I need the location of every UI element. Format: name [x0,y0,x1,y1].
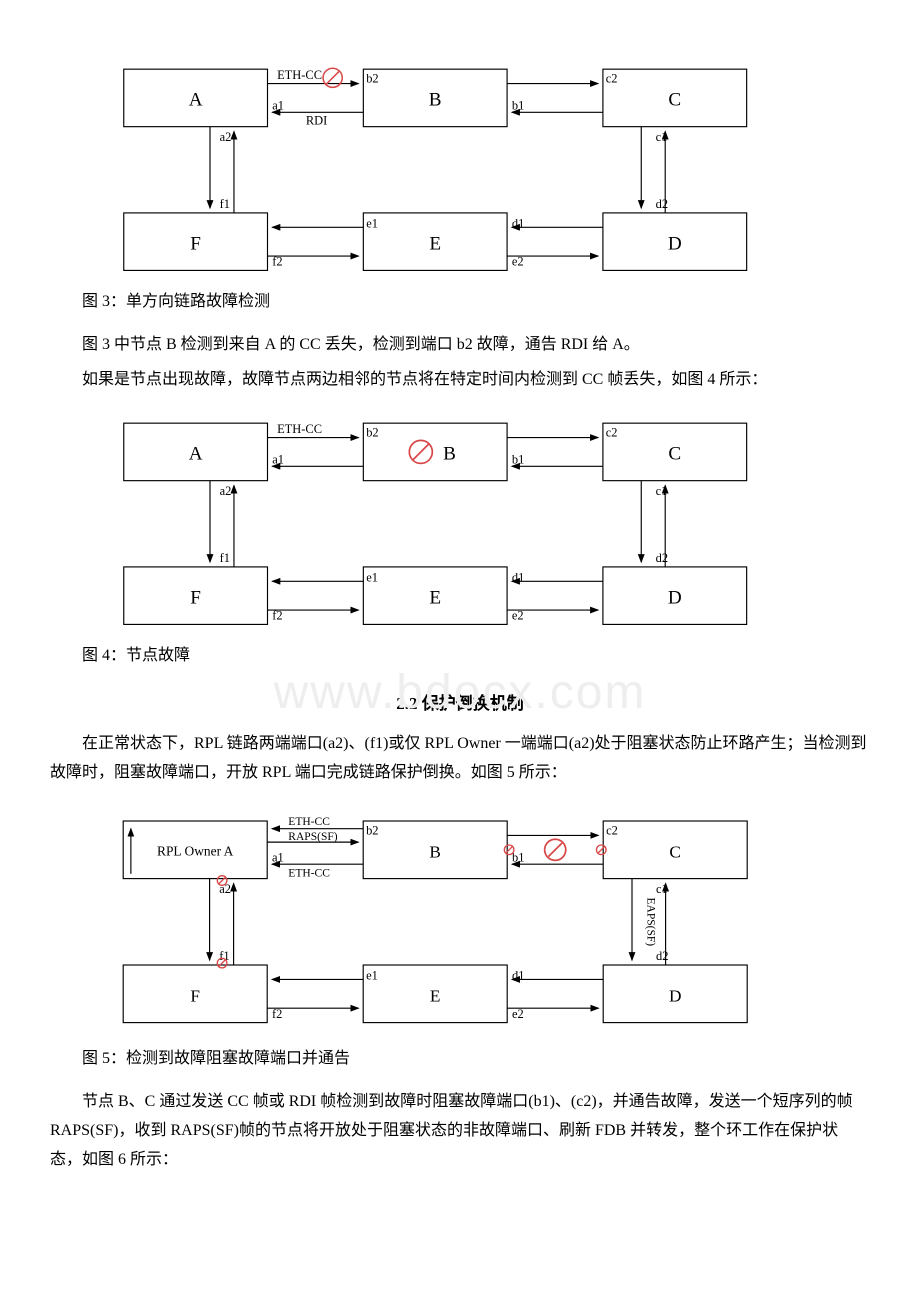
node-C-label: C [668,444,681,465]
port-e2: e2 [512,255,524,269]
node-D-label: D [669,987,681,1006]
figure-3-diagram: A B C F E D a1 a2 b1 b2 c1 c2 d1 d2 e1 e… [100,50,780,280]
svg-text:b2: b2 [366,426,378,440]
port-c2: c2 [606,72,618,86]
figure-5-caption: 图 5：检测到故障阻塞故障端口并通告 [50,1045,870,1074]
port-d1: d1 [512,216,524,230]
node-A-label: A [189,90,203,111]
svg-text:c2: c2 [606,824,618,838]
node-D-label: D [668,588,682,609]
body-text: 图 3 中节点 B 检测到来自 A 的 CC 丢失，检测到端口 b2 故障，通告… [50,331,870,360]
svg-text:e2: e2 [512,1007,524,1021]
node-E-label: E [429,588,441,609]
svg-text:c2: c2 [606,426,618,440]
svg-text:b1: b1 [512,453,524,467]
node-D-label: D [668,233,682,254]
figure-3-caption: 图 3：单方向链路故障检测 [50,288,870,317]
figure-4-diagram: A B C F E D a1 a2 b1 b2 c1 c2 d1 d2 e1 e… [100,404,780,634]
figure-4-caption: 图 4：节点故障 [50,642,870,671]
svg-text:a2: a2 [220,484,232,498]
ethcc-label2: ETH-CC [288,868,330,880]
node-A-label: A [189,444,203,465]
svg-text:d1: d1 [512,969,524,983]
port-e1: e1 [366,216,378,230]
document-page: www.bdocx.com A B C F E D a1 a2 b1 b2 c1… [50,50,870,1175]
svg-text:e2: e2 [512,609,524,623]
raps-label: RAPS(SF) [288,832,337,844]
port-b2: b2 [366,72,378,86]
svg-text:d2: d2 [656,950,668,964]
body-text: 如果是节点出现故障，故障节点两边相邻的节点将在特定时间内检测到 CC 帧丢失，如… [50,366,870,395]
ethcc-label: ETH-CC [277,422,322,436]
svg-text:f2: f2 [272,1007,282,1021]
node-B-label: B [429,843,441,862]
rdi-label: RDI [306,114,327,128]
svg-text:a1: a1 [272,453,284,467]
ethcc-label: ETH-CC [288,816,330,828]
svg-text:b2: b2 [366,824,378,838]
body-text: 在正常状态下，RPL 链路两端端口(a2)、(f1)或仅 RPL Owner 一… [50,730,870,788]
port-b1: b1 [512,98,524,112]
svg-text:f1: f1 [220,552,230,566]
node-E-label: E [429,233,441,254]
node-A-label: RPL Owner A [157,844,234,859]
node-B-label: B [443,444,456,465]
svg-text:e1: e1 [366,969,378,983]
port-a2: a2 [220,130,232,144]
svg-text:d1: d1 [512,571,524,585]
port-f1: f1 [220,197,230,211]
node-F-label: F [190,588,201,609]
node-F-label: F [190,987,200,1006]
port-a1: a1 [272,98,284,112]
svg-text:e1: e1 [366,571,378,585]
node-C-label: C [668,90,681,111]
body-text: 节点 B、C 通过发送 CC 帧或 RDI 帧检测到故障时阻塞故障端口(b1)、… [50,1088,870,1174]
svg-text:d2: d2 [656,552,668,566]
node-E-label: E [430,987,441,1006]
eaps-label: EAPS(SF) [644,898,656,947]
ethcc-label: ETH-CC [277,68,322,82]
figure-5-diagram: RPL Owner A B C F E D a1 a2 b1 b2 c1 c2 … [100,797,780,1037]
node-B-label: B [429,90,442,111]
svg-text:f2: f2 [272,609,282,623]
node-F-label: F [190,233,201,254]
port-d2: d2 [656,197,668,211]
node-C-label: C [669,843,681,862]
svg-text:a1: a1 [272,851,284,865]
section-heading-2-2: 2.2 保护倒换机制 [50,689,870,720]
port-f2: f2 [272,255,282,269]
